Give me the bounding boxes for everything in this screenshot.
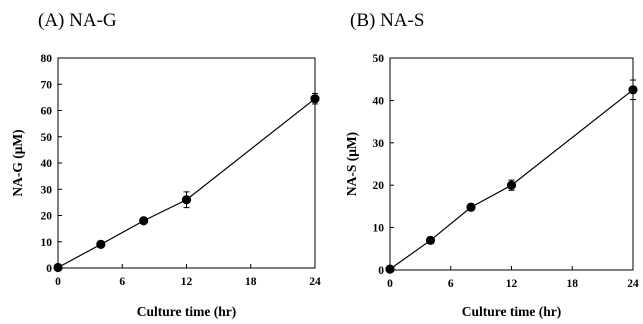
panel-b-y-tick-label: 40 — [373, 95, 385, 107]
panel-a-y-tick-label: 40 — [41, 158, 53, 170]
panel-b-data-point — [466, 202, 476, 212]
panel-a-y-tick-label: 50 — [41, 132, 53, 144]
panel-a-x-tick-label: 18 — [245, 276, 257, 288]
panel-a-data-point — [181, 195, 192, 205]
panel-a-x-ticks: 0 6 12 18 24 — [55, 264, 321, 288]
panel-a-y-axis-label: NA-G (μM) — [10, 129, 25, 196]
panel-a-data-point — [53, 262, 63, 273]
panel-a-x-tick-label: 12 — [181, 276, 193, 288]
panel-a-x-tick-label: 6 — [119, 276, 125, 288]
panel-b-y-tick-label: 20 — [373, 180, 385, 192]
panel-b-x-tick-label: 6 — [448, 278, 454, 290]
panel-b-x-tick-label: 12 — [506, 278, 518, 290]
panel-b-y-axis-label: NA-S (μM) — [344, 132, 359, 196]
panel-b-x-tick-label: 0 — [387, 278, 393, 290]
panel-b-y-tick-label: 0 — [378, 265, 384, 277]
panel-b-x-ticks: 0 6 12 18 24 — [387, 266, 639, 290]
panel-b-data-point — [425, 235, 436, 245]
panel-a-x-axis-label: Culture time (hr) — [137, 304, 236, 319]
panel-a-y-tick-label: 70 — [41, 79, 53, 91]
panel-a-x-tick-label: 0 — [55, 276, 61, 288]
panel-b-series — [385, 79, 638, 274]
panel-a: (A) NA-G 0 10 20 30 40 50 60 70 80 0 6 12 18 24 Cult… — [10, 10, 321, 319]
panel-b-y-tick-label: 50 — [373, 53, 385, 65]
panel-b-y-tick-label: 30 — [373, 138, 385, 150]
panel-b-y-ticks: 0 10 20 30 40 50 — [373, 53, 394, 277]
panel-b-data-point — [385, 264, 395, 274]
panel-a-title: (A) NA-G — [38, 10, 117, 31]
panel-a-y-tick-label: 60 — [41, 106, 53, 118]
panel-a-series-line — [57, 98, 316, 269]
panel-b-x-tick-label: 18 — [567, 278, 579, 290]
panel-a-y-ticks: 0 10 20 30 40 50 60 70 80 — [41, 53, 62, 275]
panel-a-data-point — [96, 239, 106, 249]
panel-a-y-tick-label: 80 — [41, 53, 53, 65]
panel-b: (B) NA-S 0 10 20 30 40 50 0 6 12 18 24 Culture ti… — [344, 10, 639, 319]
panel-a-y-tick-label: 0 — [46, 263, 52, 275]
panel-a-series — [53, 92, 320, 273]
panel-b-data-point — [628, 85, 638, 95]
panel-a-data-point — [310, 94, 320, 104]
panel-a-plot-frame — [57, 57, 316, 269]
panel-b-y-tick-label: 10 — [373, 223, 385, 235]
panel-b-x-axis-label: Culture time (hr) — [462, 304, 561, 319]
panel-a-y-tick-label: 20 — [41, 211, 53, 223]
panel-a-data-point — [139, 216, 149, 226]
panel-a-y-tick-label: 30 — [41, 184, 53, 196]
panel-b-x-tick-label: 24 — [627, 278, 639, 290]
panel-a-y-tick-label: 10 — [41, 237, 53, 249]
panel-a-x-tick-label: 24 — [309, 276, 321, 288]
panel-b-data-point — [506, 180, 517, 190]
panel-b-title: (B) NA-S — [350, 10, 424, 31]
